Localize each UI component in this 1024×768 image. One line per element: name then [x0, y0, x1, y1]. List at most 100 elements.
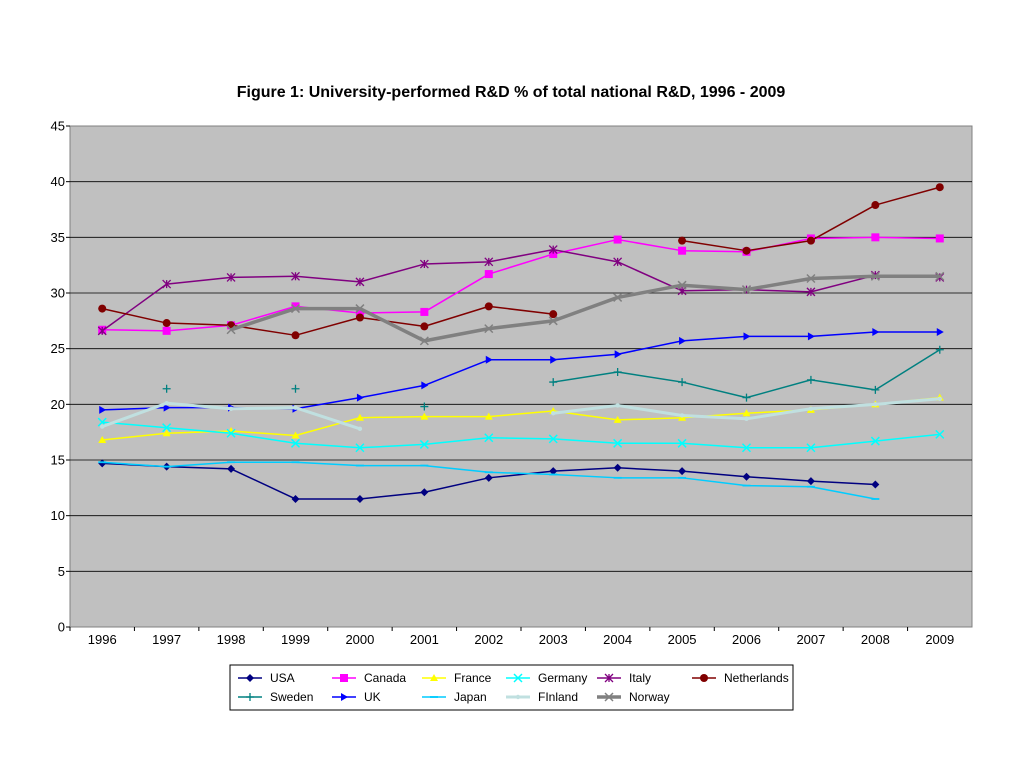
data-point-italy [226, 272, 236, 282]
data-point-italy [97, 326, 107, 336]
x-tick-label: 1999 [281, 632, 310, 647]
data-point-netherlands [549, 310, 558, 319]
x-tick-label: 1998 [217, 632, 246, 647]
data-point-finland [937, 396, 942, 401]
data-point-germany [355, 443, 365, 453]
legend-label: Japan [454, 690, 487, 704]
y-tick-label: 10 [51, 508, 65, 523]
x-tick-label: 2007 [796, 632, 825, 647]
data-point-usa [484, 473, 493, 482]
data-point-germany [484, 433, 494, 443]
data-point-usa [420, 488, 429, 497]
data-point-canada [935, 234, 944, 243]
data-point-uk [485, 355, 493, 364]
data-point-finland [357, 426, 363, 432]
legend-item-finland: FInland [506, 690, 578, 704]
data-point-sweden [806, 375, 815, 384]
data-point-netherlands [484, 302, 493, 311]
legend-item-germany: Germany [506, 671, 587, 685]
legend-label: France [454, 671, 492, 685]
legend-item-norway: Norway [597, 690, 670, 704]
data-point-netherlands [806, 236, 815, 245]
legend-marker [700, 674, 708, 682]
legend-label: Netherlands [724, 671, 789, 685]
data-point-sweden [162, 384, 171, 393]
x-tick-label: 2006 [732, 632, 761, 647]
legend-label: USA [270, 671, 295, 685]
data-point-germany [806, 443, 816, 453]
legend-label: Italy [629, 671, 651, 685]
y-axis: 0 5 10 15 20 25 30 35 40 45 [51, 119, 70, 635]
legend-marker [430, 674, 438, 681]
legend-item-netherlands: Netherlands [692, 671, 789, 685]
series-group [97, 183, 945, 503]
series-line-italy [101, 248, 940, 332]
series-line-canada [102, 236, 940, 332]
data-point-norway [226, 325, 236, 335]
data-point-sweden [291, 384, 300, 393]
data-point-canada [420, 307, 429, 316]
y-tick-label: 45 [51, 119, 65, 134]
data-point-finland [293, 405, 298, 410]
y-tick-label: 20 [51, 397, 65, 412]
data-point-sweden [871, 385, 880, 394]
gridlines [70, 181, 972, 572]
data-point-canada [678, 246, 687, 255]
y-tick-label: 15 [51, 453, 65, 468]
data-point-netherlands [678, 236, 687, 245]
data-point-uk [421, 381, 429, 390]
data-point-netherlands [742, 246, 751, 255]
data-point-canada [291, 302, 300, 311]
legend-marker [604, 673, 614, 683]
y-tick-label: 0 [58, 620, 65, 635]
legend-item-japan: Japan [422, 690, 487, 704]
data-point-norway [548, 316, 558, 326]
data-point-norway [290, 304, 301, 314]
data-point-uk [936, 327, 944, 336]
data-point-finland [615, 403, 620, 408]
data-point-finland [808, 406, 814, 411]
y-tick-label: 30 [51, 286, 65, 301]
y-tick-label: 35 [51, 230, 65, 245]
data-point-sweden [613, 368, 622, 377]
data-point-usa [613, 463, 622, 472]
data-point-france [613, 415, 622, 423]
data-point-germany [935, 429, 945, 439]
legend-label: Norway [629, 690, 670, 704]
data-point-italy [613, 257, 623, 267]
data-point-usa [742, 472, 751, 481]
data-point-usa [227, 464, 236, 473]
data-point-italy [806, 287, 816, 297]
plot-area [69, 125, 973, 628]
series-sweden [162, 345, 944, 411]
legend-item-uk: UK [332, 690, 381, 704]
data-point-uk [679, 336, 687, 345]
x-tick-label: 2005 [668, 632, 697, 647]
data-point-uk [807, 332, 815, 341]
data-point-germany [677, 438, 687, 448]
legend-marker [513, 673, 523, 683]
data-point-usa [549, 467, 558, 476]
data-point-norway [870, 271, 880, 281]
data-point-netherlands [420, 322, 429, 331]
series-usa [98, 459, 880, 503]
y-tick-label: 40 [51, 174, 65, 189]
x-tick-label: 2002 [474, 632, 503, 647]
data-point-netherlands [291, 331, 300, 340]
data-point-finland [164, 401, 169, 406]
data-point-germany [741, 443, 752, 453]
data-point-usa [291, 494, 300, 503]
x-tick-label: 1996 [88, 632, 117, 647]
series-germany [97, 417, 945, 453]
data-point-netherlands [935, 183, 944, 192]
data-point-uk [743, 332, 751, 341]
data-point-sweden [678, 378, 687, 387]
data-point-netherlands [355, 313, 364, 322]
data-point-uk [614, 350, 622, 359]
data-point-finland [873, 402, 878, 407]
x-tick-label: 2008 [861, 632, 890, 647]
legend-label: FInland [538, 690, 578, 704]
data-point-norway [355, 304, 365, 314]
x-axis: 1996 1997 1998 1999 2000 2001 2002 2003 2004 2005… [69, 627, 954, 647]
data-point-finland [228, 406, 234, 411]
